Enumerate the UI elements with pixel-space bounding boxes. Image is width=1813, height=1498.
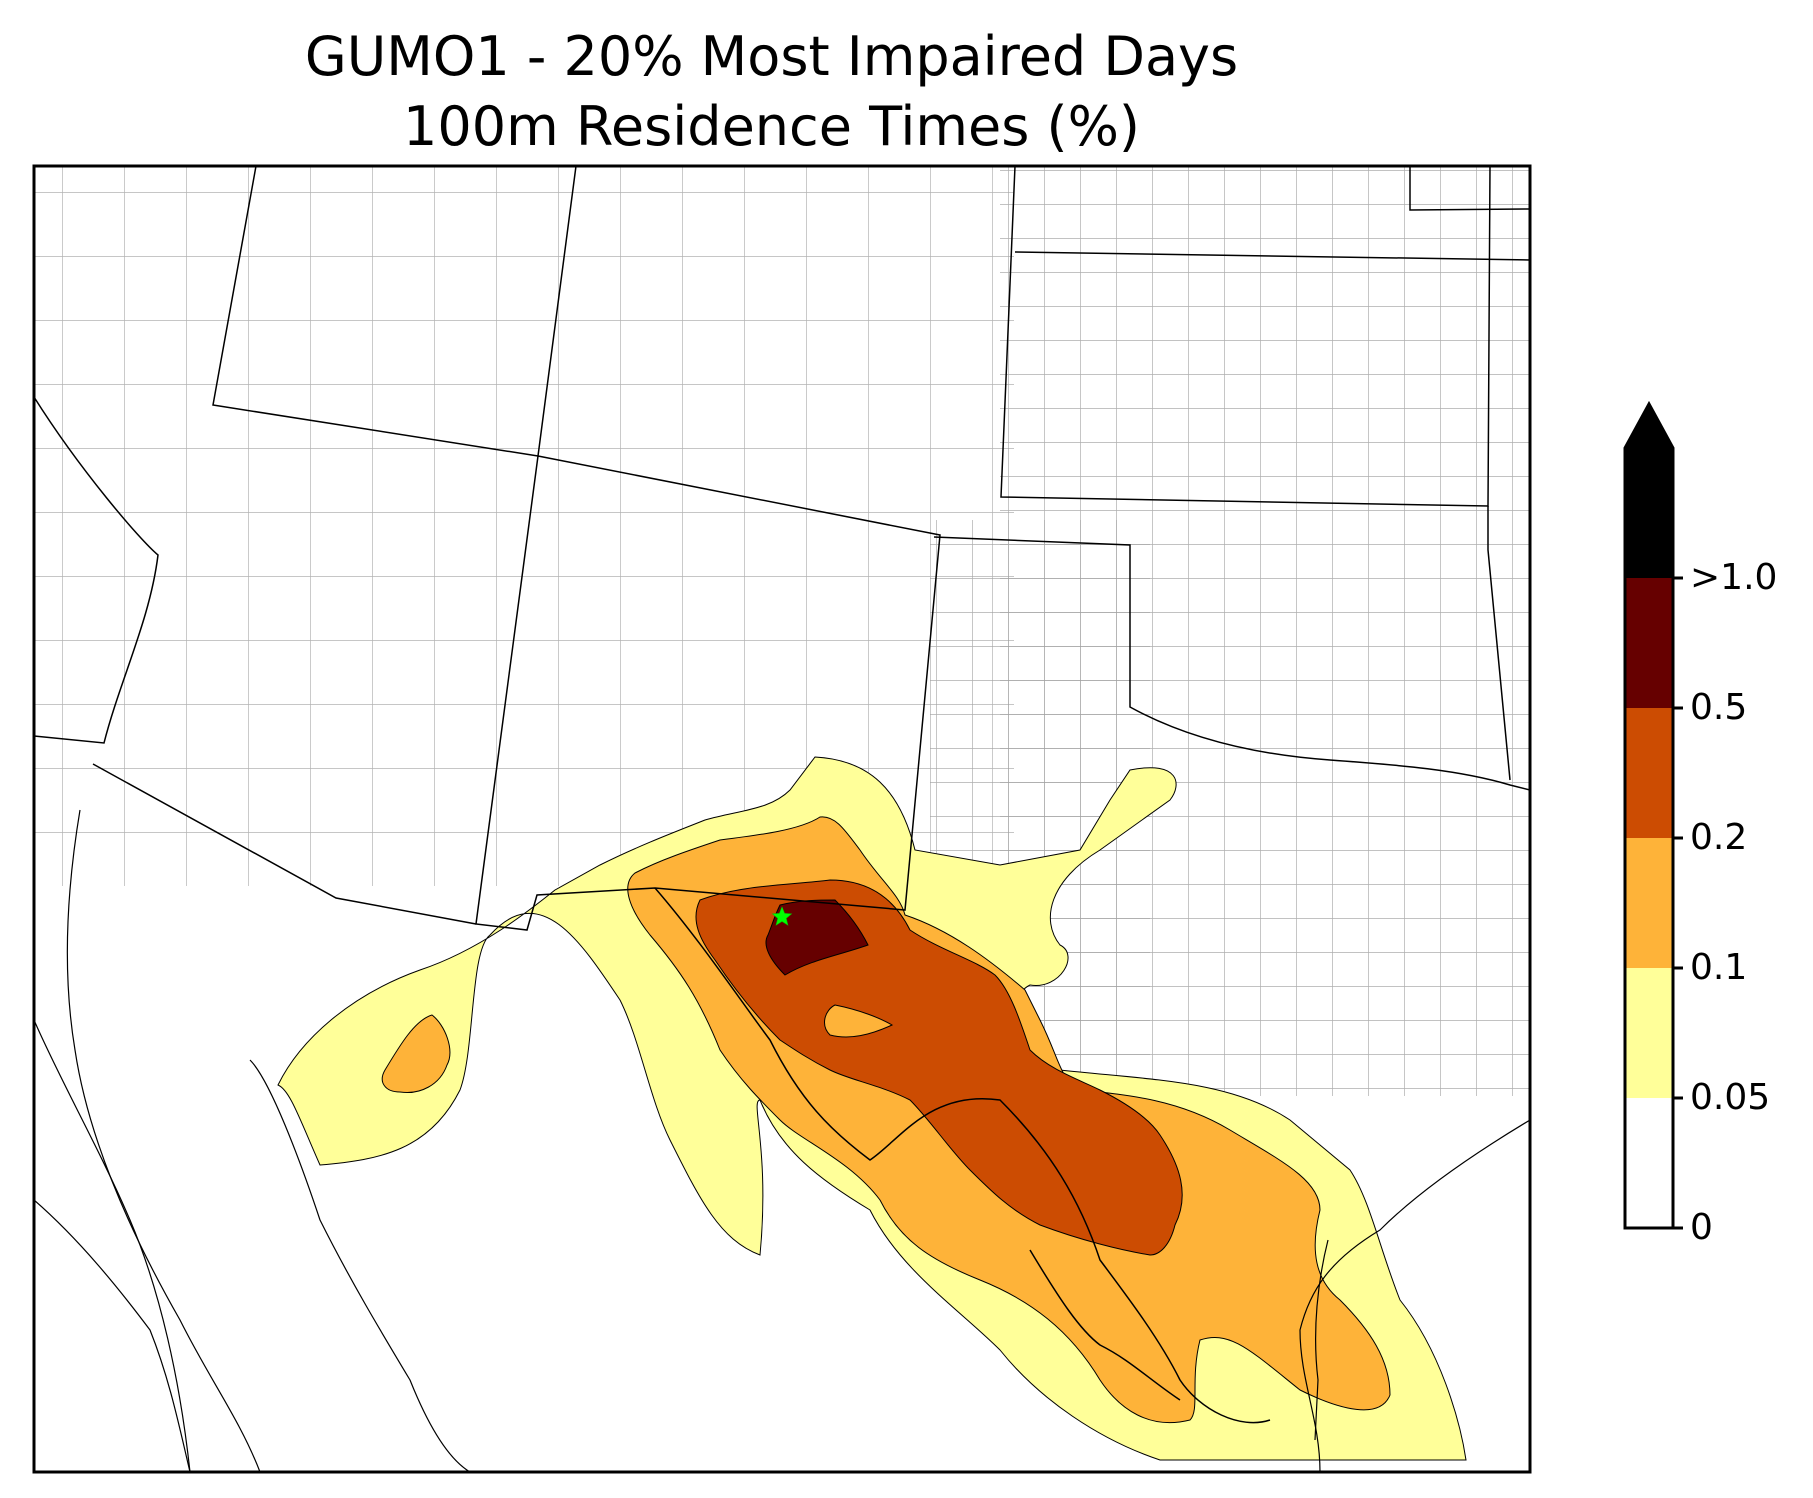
colorbar — [1623, 400, 1683, 1230]
colorbar-swatch-0.05 — [1625, 968, 1673, 1098]
contour-0.5 — [765, 899, 869, 976]
colorbar-swatch-0.2 — [1625, 708, 1673, 838]
map-area — [34, 166, 1530, 1472]
coastlines — [34, 809, 1530, 1472]
colorbar-swatch-0.1 — [1625, 838, 1673, 968]
colorbar-swatch-0 — [1625, 1098, 1673, 1228]
contour-0.2-hole — [824, 1004, 894, 1038]
map-title-line1: GUMO1 - 20% Most Impaired Days — [304, 25, 1239, 88]
colorbar-tick-label: 0.2 — [1690, 817, 1748, 858]
map-frame — [32, 164, 1532, 1474]
colorbar-tick-label: 0.05 — [1690, 1077, 1771, 1118]
colorbar-extend-arrow — [1625, 404, 1673, 578]
colorbar-tick-label: 0.5 — [1690, 687, 1748, 728]
site-star-icon — [771, 906, 793, 926]
contour-0.2 — [695, 879, 1183, 1256]
state-borders — [34, 166, 1530, 1424]
colorbar-tick-label: >1.0 — [1690, 557, 1778, 598]
colorbar-tick-label: 0 — [1690, 1207, 1713, 1248]
colorbar-tick-label: 0.1 — [1690, 947, 1748, 988]
colorbar-swatch-0.5 — [1625, 578, 1673, 708]
map-title-line2: 100m Residence Times (%) — [403, 95, 1140, 158]
